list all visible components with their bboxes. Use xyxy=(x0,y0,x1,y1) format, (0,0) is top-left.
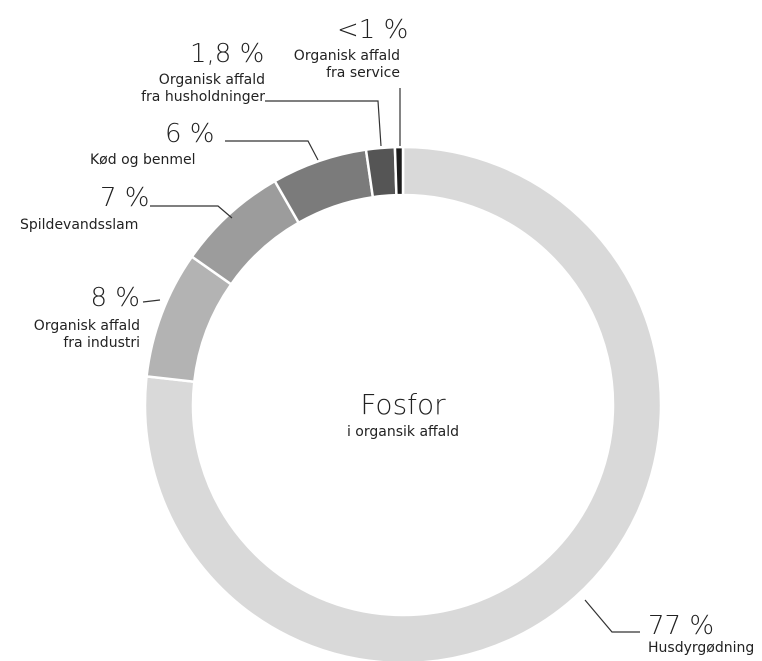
category-label: Kød og benmel xyxy=(90,152,196,168)
value-label: 8 % xyxy=(90,283,140,313)
donut-segment xyxy=(364,145,398,199)
category-label: Organisk affald xyxy=(159,72,265,88)
category-label: Organisk affald xyxy=(294,48,400,64)
value-label: 1,8 % xyxy=(190,39,264,69)
category-label: Husdyrgødning xyxy=(648,640,754,656)
leader-line xyxy=(150,205,233,219)
category-label: fra husholdninger xyxy=(141,89,265,105)
value-label: 7 % xyxy=(100,183,150,213)
leader-line xyxy=(225,140,319,161)
chart-title: Fosfor xyxy=(360,388,446,421)
donut-segment xyxy=(393,145,405,197)
donut-segment xyxy=(143,145,663,661)
value-label: 6 % xyxy=(165,119,215,149)
leader-line xyxy=(584,599,640,633)
category-label: Organisk affald xyxy=(34,318,140,334)
value-label: <1 % xyxy=(337,15,408,45)
category-label: fra industri xyxy=(63,335,140,351)
chart-subtitle: i organsik affald xyxy=(347,424,459,440)
value-label: 77 % xyxy=(648,611,714,641)
category-label: Spildevandsslam xyxy=(20,217,138,233)
leader-line xyxy=(142,299,161,303)
leader-line xyxy=(265,100,382,147)
category-label: fra service xyxy=(326,65,400,81)
